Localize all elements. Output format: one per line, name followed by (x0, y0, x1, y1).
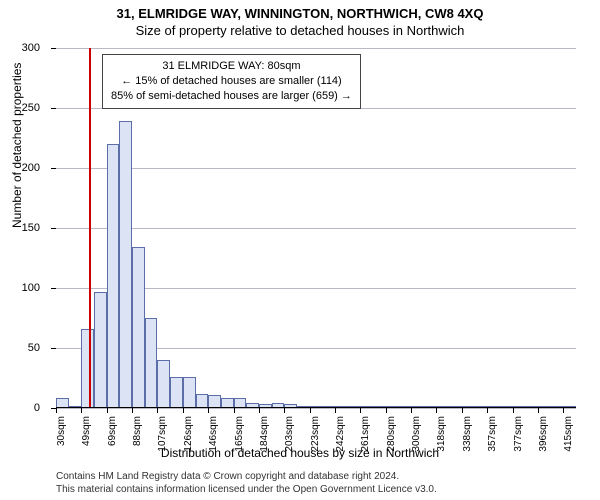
xtick-label: 88sqm (132, 416, 143, 456)
xtick-label: 300sqm (411, 416, 422, 456)
histogram-bar (94, 292, 107, 408)
xtick-label: 396sqm (538, 416, 549, 456)
xtick-mark (208, 408, 209, 413)
xtick-mark (487, 408, 488, 413)
xtick-mark (81, 408, 82, 413)
xtick-mark (411, 408, 412, 413)
x-axis-line (56, 407, 576, 408)
chart-container: 31, ELMRIDGE WAY, WINNINGTON, NORTHWICH,… (0, 0, 600, 500)
xtick-label: 242sqm (335, 416, 346, 456)
xtick-mark (335, 408, 336, 413)
xtick-mark (310, 408, 311, 413)
xtick-label: 223sqm (310, 416, 321, 456)
histogram-bar (107, 144, 120, 408)
gridline (56, 408, 576, 409)
xtick-label: 49sqm (81, 416, 92, 456)
ytick-mark (51, 48, 56, 49)
xtick-mark (538, 408, 539, 413)
xtick-mark (513, 408, 514, 413)
info-box: 31 ELMRIDGE WAY: 80sqm← 15% of detached … (102, 54, 361, 109)
xtick-label: 203sqm (284, 416, 295, 456)
ytick-label: 0 (0, 402, 40, 414)
histogram-bar (170, 377, 183, 408)
info-box-line2: ← 15% of detached houses are smaller (11… (111, 74, 352, 89)
xtick-label: 165sqm (234, 416, 245, 456)
footer-attribution: Contains HM Land Registry data © Crown c… (56, 470, 437, 496)
xtick-mark (234, 408, 235, 413)
ytick-label: 300 (0, 42, 40, 54)
xtick-label: 146sqm (208, 416, 219, 456)
xtick-mark (436, 408, 437, 413)
ytick-label: 150 (0, 222, 40, 234)
xtick-mark (157, 408, 158, 413)
xtick-mark (386, 408, 387, 413)
xtick-label: 107sqm (157, 416, 168, 456)
ytick-mark (51, 288, 56, 289)
xtick-label: 357sqm (487, 416, 498, 456)
xtick-label: 377sqm (513, 416, 524, 456)
xtick-label: 30sqm (56, 416, 67, 456)
xtick-mark (360, 408, 361, 413)
ytick-label: 250 (0, 102, 40, 114)
ytick-mark (51, 168, 56, 169)
plot-area: 31 ELMRIDGE WAY: 80sqm← 15% of detached … (56, 48, 576, 408)
xtick-mark (284, 408, 285, 413)
chart-title-line2: Size of property relative to detached ho… (0, 23, 600, 38)
xtick-mark (462, 408, 463, 413)
info-box-line3: 85% of semi-detached houses are larger (… (111, 89, 352, 104)
xtick-label: 280sqm (386, 416, 397, 456)
reference-line (89, 48, 91, 408)
xtick-mark (183, 408, 184, 413)
xtick-label: 318sqm (436, 416, 447, 456)
xtick-mark (132, 408, 133, 413)
ytick-label: 100 (0, 282, 40, 294)
xtick-label: 126sqm (183, 416, 194, 456)
ytick-label: 200 (0, 162, 40, 174)
footer-line1: Contains HM Land Registry data © Crown c… (56, 470, 437, 483)
xtick-mark (259, 408, 260, 413)
y-axis-label: Number of detached properties (10, 63, 24, 228)
ytick-mark (51, 108, 56, 109)
histogram-bar (145, 318, 158, 408)
histogram-bar (81, 329, 94, 408)
xtick-label: 261sqm (360, 416, 371, 456)
xtick-label: 69sqm (107, 416, 118, 456)
histogram-bar (183, 377, 196, 408)
xtick-mark (107, 408, 108, 413)
xtick-label: 184sqm (259, 416, 270, 456)
ytick-mark (51, 348, 56, 349)
gridline (56, 168, 576, 169)
histogram-bar (157, 360, 170, 408)
xtick-mark (563, 408, 564, 413)
info-box-line1: 31 ELMRIDGE WAY: 80sqm (111, 59, 352, 74)
xtick-mark (56, 408, 57, 413)
histogram-bar (119, 121, 132, 408)
histogram-bar (196, 394, 209, 408)
ytick-label: 50 (0, 342, 40, 354)
ytick-mark (51, 228, 56, 229)
chart-title-line1: 31, ELMRIDGE WAY, WINNINGTON, NORTHWICH,… (0, 0, 600, 21)
gridline (56, 48, 576, 49)
xtick-label: 415sqm (563, 416, 574, 456)
gridline (56, 228, 576, 229)
xtick-label: 338sqm (462, 416, 473, 456)
footer-line2: This material contains information licen… (56, 483, 437, 496)
histogram-bar (132, 247, 145, 408)
